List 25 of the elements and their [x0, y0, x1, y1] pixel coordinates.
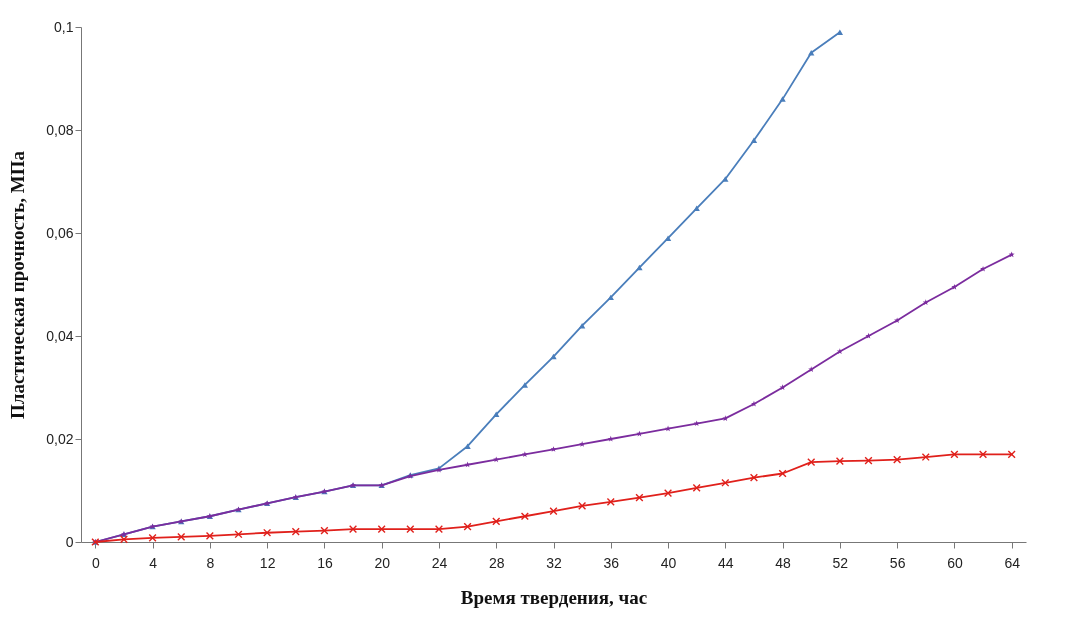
x-tick-label: 56 — [889, 554, 906, 571]
y-tick-label: 0,1 — [54, 18, 74, 35]
x-axis-title: Время твердения, час — [460, 586, 648, 608]
x-tick-label: 40 — [660, 554, 677, 571]
y-tick-label: 0,08 — [46, 121, 74, 138]
x-tick-label: 52 — [832, 554, 849, 571]
x-tick-label: 32 — [546, 554, 562, 571]
x-tick-label: 28 — [488, 554, 505, 571]
y-tick-label: 0 — [65, 533, 74, 550]
y-tick-label: 0,04 — [46, 327, 74, 344]
x-tick-label: 64 — [1004, 554, 1021, 571]
y-axis-title: Пластическая прочность, МПа — [7, 150, 29, 419]
x-tick-label: 20 — [374, 554, 391, 571]
x-tick-label: 4 — [149, 554, 158, 571]
x-tick-label: 44 — [718, 554, 734, 571]
x-tick-label: 8 — [206, 554, 215, 571]
x-tick-label: 12 — [259, 554, 276, 571]
x-tick-label: 24 — [431, 554, 448, 571]
x-tick-label: 16 — [317, 554, 333, 571]
x-tick-label: 36 — [603, 554, 620, 571]
y-tick-label: 0,02 — [46, 430, 74, 447]
x-tick-label: 60 — [947, 554, 963, 571]
x-tick-label: 0 — [91, 554, 100, 571]
x-tick-label: 48 — [775, 554, 792, 571]
y-tick-label: 0,06 — [46, 224, 74, 241]
